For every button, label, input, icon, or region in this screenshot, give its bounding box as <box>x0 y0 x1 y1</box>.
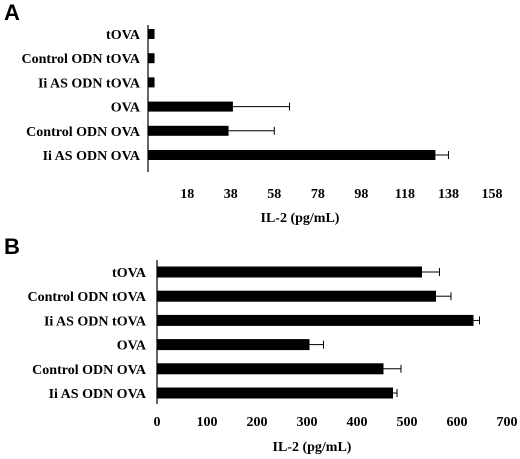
panel-a-bar-2 <box>148 77 155 88</box>
panel-a-category-label-4: Control ODN OVA <box>26 125 141 140</box>
panel-b-bar-0 <box>157 266 422 278</box>
panel-a-letter: A <box>4 0 20 25</box>
panel-a-bar-0 <box>148 29 155 39</box>
panel-a-x-tick-label-6: 138 <box>438 187 459 202</box>
panel-a-bar-4 <box>148 125 229 136</box>
panel-b-bar-3 <box>157 339 310 351</box>
panel-a-category-label-0: tOVA <box>106 28 141 43</box>
panel-b-category-label-3: OVA <box>117 339 147 354</box>
panel-b-bar-4 <box>157 363 384 375</box>
panel-b-category-label-1: Control ODN tOVA <box>28 290 147 305</box>
panel-b-bar-1 <box>157 290 436 302</box>
panel-b-x-tick-label-3: 300 <box>297 415 318 430</box>
panel-b-bar-5 <box>157 387 393 399</box>
panel-b-x-tick-label-7: 700 <box>497 415 518 430</box>
panel-b-x-tick-label-0: 0 <box>154 415 161 430</box>
panel-b-x-tick-label-5: 500 <box>397 415 418 430</box>
panel-a-x-tick-label-1: 38 <box>224 187 238 202</box>
panel-b-x-tick-label-4: 400 <box>347 415 368 430</box>
panel-a-x-tick-label-2: 58 <box>267 187 281 202</box>
panel-a-x-tick-label-3: 78 <box>311 187 325 202</box>
panel-b-category-label-2: Ii AS ODN tOVA <box>44 314 147 329</box>
panel-a-x-tick-label-4: 98 <box>354 187 368 202</box>
panel-b-x-tick-label-2: 200 <box>247 415 268 430</box>
panel-a-bar-5 <box>148 150 436 160</box>
panel-b-x-axis-title: IL-2 (pg/mL) <box>273 440 352 455</box>
panel-b-x-tick-label-1: 100 <box>197 415 218 430</box>
panel-a-bar-1 <box>148 53 155 64</box>
panel-a-category-label-1: Control ODN tOVA <box>22 52 141 67</box>
panel-a-x-tick-label-0: 18 <box>180 187 194 202</box>
panel-b-category-label-4: Control ODN OVA <box>32 363 147 378</box>
panel-a-x-tick-label-5: 118 <box>395 187 415 202</box>
panel-b-x-tick-label-6: 600 <box>447 415 468 430</box>
panel-a-category-label-2: Ii AS ODN tOVA <box>38 76 141 91</box>
panel-b-category-label-5: Ii AS ODN OVA <box>49 387 147 402</box>
panel-b-letter: B <box>4 234 20 259</box>
panel-a-x-axis-title: IL-2 (pg/mL) <box>261 211 340 226</box>
panel-a-bar-3 <box>148 101 233 112</box>
panel-a-category-label-3: OVA <box>111 101 141 116</box>
panel-b-bar-2 <box>157 314 474 326</box>
panel-b-category-label-0: tOVA <box>112 266 147 281</box>
panel-a-category-label-5: Ii AS ODN OVA <box>43 149 141 164</box>
panel-a-x-tick-label-7: 158 <box>482 187 503 202</box>
